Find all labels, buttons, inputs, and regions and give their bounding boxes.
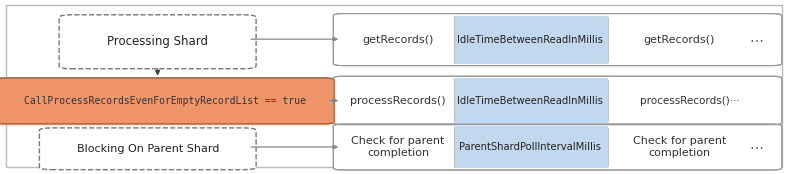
FancyBboxPatch shape [39, 128, 256, 170]
FancyBboxPatch shape [333, 124, 782, 170]
Text: ParentShardPollIntervalMillis: ParentShardPollIntervalMillis [459, 142, 601, 152]
Text: ⋯: ⋯ [749, 140, 764, 154]
Text: getRecords(): getRecords() [644, 35, 715, 45]
FancyBboxPatch shape [6, 5, 782, 167]
Text: Blocking On Parent Shard: Blocking On Parent Shard [76, 144, 219, 154]
Text: CallProcessRecordsEvenForEmptyRecordList == true: CallProcessRecordsEvenForEmptyRecordList… [24, 96, 306, 106]
Text: Processing Shard: Processing Shard [107, 35, 208, 48]
Bar [454, 78, 608, 123]
Text: Check for parent
completion: Check for parent completion [633, 136, 726, 158]
Text: ⋯: ⋯ [749, 33, 764, 47]
FancyBboxPatch shape [333, 14, 782, 66]
FancyBboxPatch shape [333, 76, 782, 125]
Text: Check for parent
completion: Check for parent completion [351, 136, 444, 158]
Text: processRecords()···: processRecords()··· [641, 96, 740, 106]
FancyBboxPatch shape [59, 15, 256, 69]
Bar [454, 16, 608, 64]
FancyBboxPatch shape [0, 78, 334, 124]
Text: getRecords(): getRecords() [362, 35, 433, 45]
Text: processRecords(): processRecords() [350, 96, 446, 106]
Text: IdleTimeBetweenReadInMillis: IdleTimeBetweenReadInMillis [457, 35, 604, 45]
Text: IdleTimeBetweenReadInMillis: IdleTimeBetweenReadInMillis [457, 96, 604, 106]
Bar [454, 126, 608, 168]
